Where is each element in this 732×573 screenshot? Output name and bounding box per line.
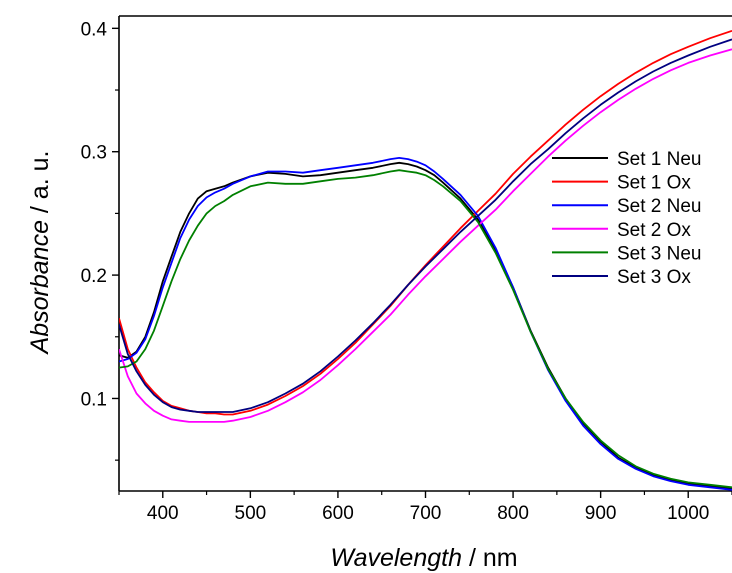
legend-label-3: Set 2 Neu xyxy=(617,196,702,217)
y-tick-label: 0.3 xyxy=(81,143,107,164)
x-tick-label: 500 xyxy=(235,503,267,524)
series-line-3 xyxy=(119,156,732,491)
y-axis-title: Absorbance / a. u. xyxy=(26,151,54,356)
x-tick-label: 1000 xyxy=(667,503,709,524)
legend-label-5: Set 3 Neu xyxy=(617,243,702,264)
series-layer xyxy=(119,29,732,491)
x-axis: 400 500 600 700 800 900 1000 xyxy=(118,491,732,524)
series-line-4 xyxy=(119,48,732,423)
x-tick-label: 400 xyxy=(147,503,179,524)
series-line-2 xyxy=(119,29,732,416)
y-tick-label: 0.2 xyxy=(81,266,107,287)
y-tick-label: 0.1 xyxy=(81,389,107,410)
y-axis-title-unit: / a. u. xyxy=(26,151,54,220)
x-axis-title-main: Wavelength xyxy=(330,544,462,572)
legend-label-6: Set 3 Ox xyxy=(617,267,691,288)
x-tick-label: 800 xyxy=(497,503,529,524)
y-axis: 0.1 0.2 0.3 0.4 xyxy=(81,19,119,461)
x-tick-label: 700 xyxy=(410,503,442,524)
legend-label-2: Set 1 Ox xyxy=(617,173,691,194)
y-tick-label: 0.4 xyxy=(81,19,108,40)
x-tick-label: 900 xyxy=(585,503,617,524)
y-axis-title-main: Absorbance xyxy=(26,220,54,355)
legend-label-1: Set 1 Neu xyxy=(617,149,702,170)
series-line-6 xyxy=(119,38,732,413)
x-axis-title: Wavelength / nm xyxy=(330,544,517,572)
legend-label-4: Set 2 Ox xyxy=(617,220,691,241)
x-tick-label: 600 xyxy=(322,503,354,524)
series-line-5 xyxy=(119,169,732,489)
x-axis-title-unit: / nm xyxy=(462,544,518,572)
